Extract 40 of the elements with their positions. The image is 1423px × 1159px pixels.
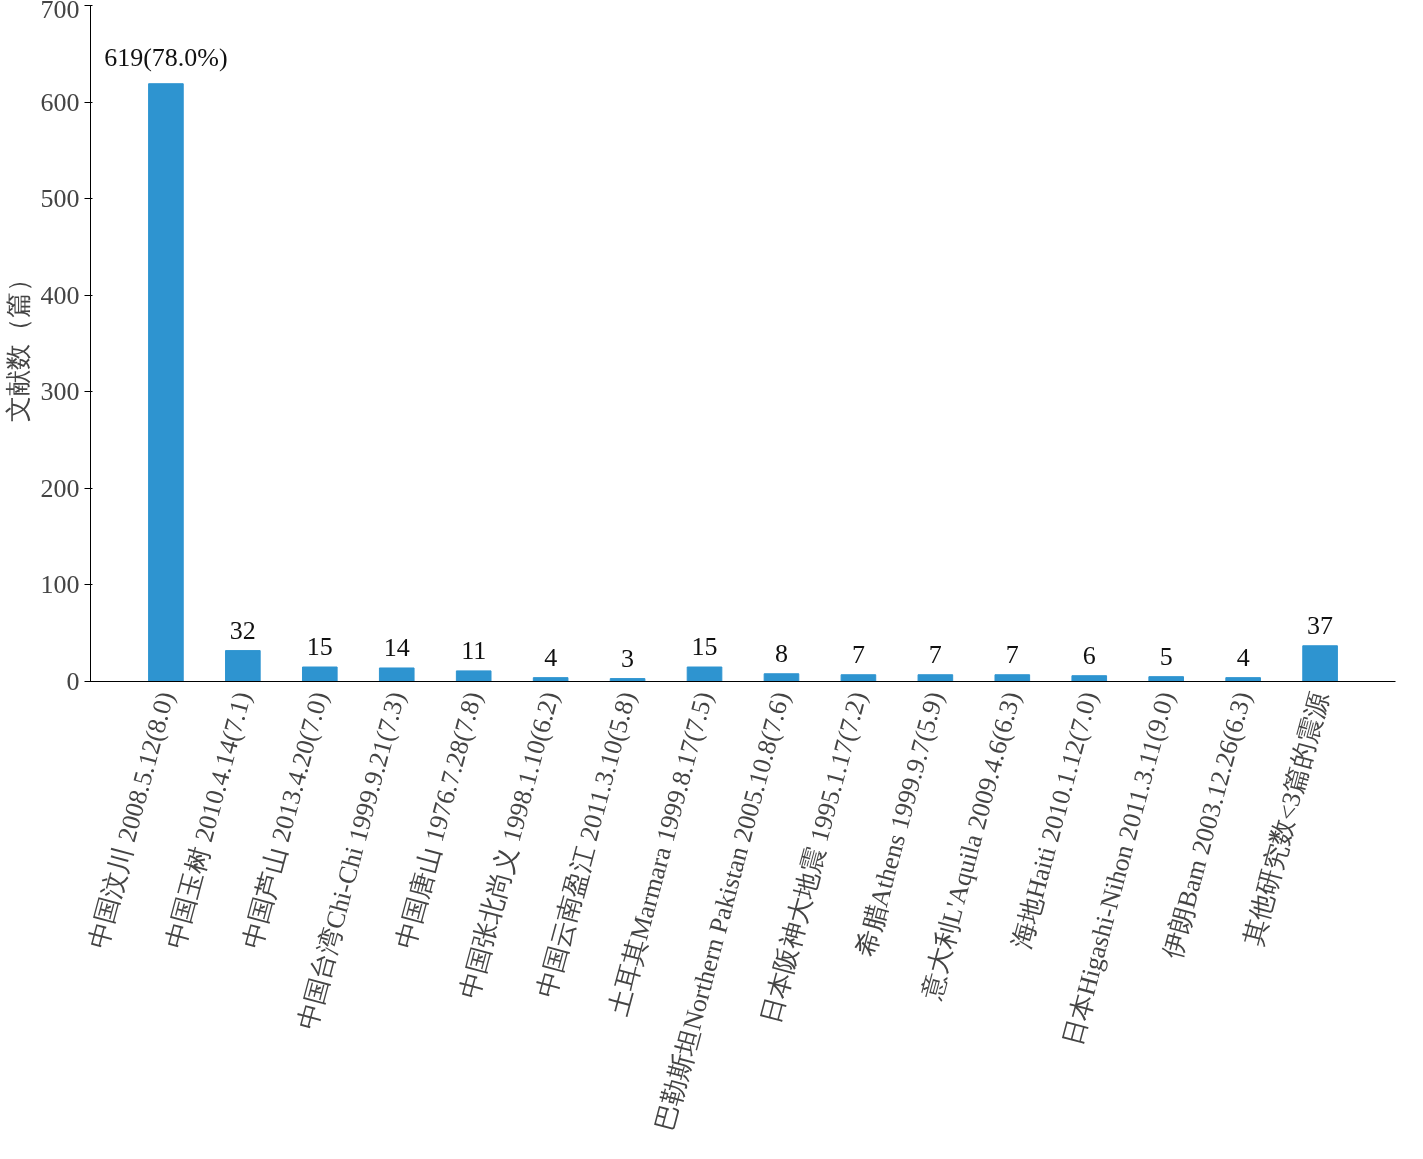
data-label: 14 [383, 632, 410, 662]
data-label: 7 [1005, 639, 1019, 669]
data-label: 15 [306, 632, 333, 662]
bar [532, 677, 569, 682]
data-label: 7 [928, 639, 942, 669]
bar [686, 666, 723, 682]
y-tick-label: 200 [40, 473, 80, 503]
data-label: 4 [1236, 642, 1250, 672]
bar [994, 674, 1031, 682]
data-label: 6 [1082, 640, 1096, 670]
y-tick-label: 0 [66, 667, 80, 696]
data-label: 619(78.0%) [104, 42, 228, 72]
data-label: 5 [1159, 641, 1173, 671]
data-label: 8 [774, 638, 788, 668]
bar [301, 666, 338, 682]
bar [1302, 645, 1338, 682]
y-tick-label: 400 [40, 280, 80, 310]
bar [1225, 677, 1261, 682]
bar [378, 667, 415, 682]
bar [1148, 676, 1185, 682]
data-label: 37 [1307, 610, 1334, 640]
bar [840, 674, 877, 682]
bar [148, 83, 184, 682]
y-tick-label: 100 [40, 570, 80, 600]
bar [1071, 675, 1108, 682]
bar [917, 674, 954, 682]
y-tick-label: 500 [40, 184, 80, 214]
data-label: 7 [851, 639, 865, 669]
bar [455, 670, 492, 682]
bar [763, 673, 800, 682]
data-label: 4 [544, 642, 558, 672]
y-axis-title: 文献数（篇） [3, 265, 33, 422]
y-tick-label: 300 [40, 377, 80, 407]
y-tick-label: 600 [40, 87, 80, 117]
data-label: 32 [229, 615, 256, 645]
data-label: 15 [691, 632, 718, 662]
y-tick-label: 700 [40, 0, 80, 24]
bar [225, 650, 261, 682]
data-label: 11 [461, 635, 487, 665]
data-label: 3 [621, 643, 635, 673]
